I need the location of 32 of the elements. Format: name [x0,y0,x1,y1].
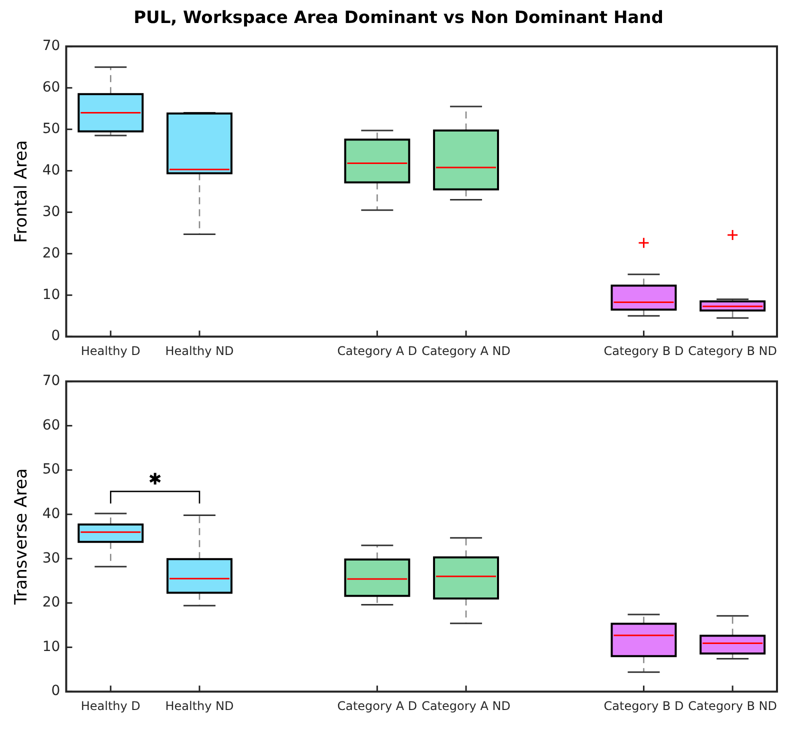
y-tick-label: 50 [42,120,60,137]
x-tick-label: Category A D [337,344,418,358]
x-tick-label: Category A ND [422,344,510,358]
y-tick-label: 60 [42,417,60,434]
y-tick-label: 70 [42,38,60,54]
y-tick-label: 70 [42,373,60,390]
chart-title: PUL, Workspace Area Dominant vs Non Dominant Hand [132,8,664,28]
y-tick-label: 10 [42,638,60,655]
y-tick-label: 10 [42,286,60,303]
x-tick-label: Category B ND [688,344,778,358]
y-tick-label: 0 [51,328,60,344]
y-tick-label: 20 [42,245,60,262]
annotation: ✱ [148,470,162,489]
y-tick-label: 40 [42,162,60,178]
y-tick-label: 30 [42,550,60,566]
y-axis-title: Transverse Area [12,468,32,606]
x-tick-label: Category A ND [422,698,510,713]
x-tick-label: Category B ND [688,698,778,713]
y-tick-label: 20 [42,594,60,611]
x-tick-label: Healthy ND [165,698,234,713]
y-tick-label: 40 [42,506,60,522]
y-tick-label: 30 [42,204,60,220]
x-tick-label: Category B D [604,698,684,713]
x-tick-label: Category B D [604,344,684,358]
y-axis-title: Frontal Area [12,140,32,243]
x-tick-label: Category A D [337,698,418,713]
x-tick-label: Healthy D [80,698,140,713]
y-tick-label: 50 [42,462,60,478]
y-tick-label: 0 [51,683,60,700]
y-tick-label: 60 [42,80,60,96]
x-tick-label: Healthy D [80,344,140,358]
x-tick-label: Healthy ND [165,344,234,358]
